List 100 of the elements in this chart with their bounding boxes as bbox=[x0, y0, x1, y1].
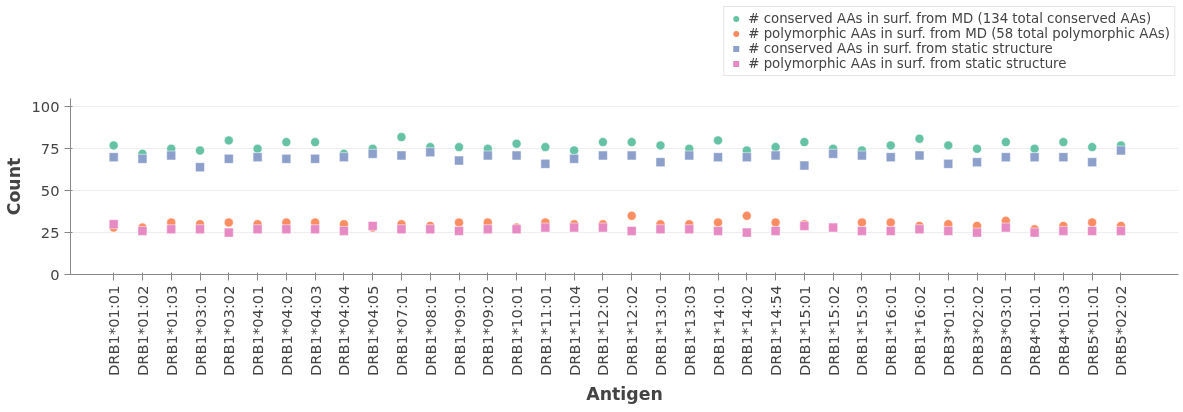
point bbox=[540, 159, 551, 169]
point bbox=[1087, 157, 1097, 167]
legend-label: # polymorphic AAs in surf. from static structure bbox=[748, 56, 1067, 71]
x-axis-title: Antigen bbox=[586, 383, 663, 404]
x-tick-label: DRB1*01:01 bbox=[105, 285, 123, 376]
point bbox=[224, 227, 234, 238]
point bbox=[943, 140, 954, 151]
x-tick-label: DRB3*01:01 bbox=[939, 285, 957, 376]
point bbox=[396, 224, 407, 234]
point bbox=[1001, 152, 1011, 162]
y-tick-label: 50 bbox=[40, 181, 60, 199]
point bbox=[742, 211, 752, 221]
point bbox=[310, 154, 320, 164]
point bbox=[742, 152, 752, 162]
x-tick-label: DRB1*11:04 bbox=[565, 285, 583, 376]
y-tick-label: 25 bbox=[40, 223, 60, 241]
point bbox=[108, 219, 119, 229]
point bbox=[1058, 226, 1069, 236]
point bbox=[195, 224, 205, 234]
point bbox=[454, 142, 464, 152]
point bbox=[396, 132, 407, 142]
point bbox=[281, 154, 292, 164]
x-tick-label: DRB1*13:03 bbox=[680, 285, 698, 376]
point bbox=[598, 137, 608, 147]
point bbox=[454, 217, 464, 228]
x-tick-label: DRB5*01:01 bbox=[1083, 285, 1101, 376]
x-tick-label: DRB1*07:01 bbox=[392, 285, 410, 376]
point bbox=[483, 150, 493, 161]
point bbox=[972, 157, 982, 167]
point bbox=[885, 140, 896, 151]
point bbox=[1116, 145, 1126, 156]
x-tick-label: DRB1*04:03 bbox=[306, 285, 324, 376]
point bbox=[828, 149, 838, 159]
point bbox=[770, 142, 781, 152]
point bbox=[166, 224, 176, 234]
point bbox=[483, 224, 493, 234]
point bbox=[684, 224, 694, 234]
point bbox=[569, 154, 579, 164]
point bbox=[281, 224, 292, 234]
point bbox=[540, 142, 551, 152]
y-tick-label: 75 bbox=[40, 139, 60, 157]
x-tick-label: DRB1*03:02 bbox=[220, 285, 238, 376]
x-tick-label: DRB1*04:05 bbox=[364, 285, 382, 376]
point bbox=[799, 160, 810, 171]
x-tick-label: DRB1*03:01 bbox=[191, 285, 209, 376]
point bbox=[914, 150, 925, 161]
point bbox=[713, 217, 723, 228]
point bbox=[770, 226, 781, 236]
point bbox=[799, 137, 810, 147]
point bbox=[885, 226, 896, 236]
x-tick-label: DRB1*01:03 bbox=[162, 285, 180, 376]
y-tick-label: 100 bbox=[31, 97, 60, 115]
point bbox=[885, 217, 896, 228]
point bbox=[885, 152, 896, 162]
point bbox=[425, 147, 435, 157]
point bbox=[1087, 226, 1097, 236]
point bbox=[1116, 226, 1126, 236]
x-tick-label: DRB1*13:01 bbox=[651, 285, 669, 376]
point bbox=[857, 217, 867, 228]
legend-label: # polymorphic AAs in surf. from MD (58 total polymorphic AAs) bbox=[748, 26, 1170, 41]
point bbox=[195, 145, 205, 156]
x-tick-label: DRB1*14:01 bbox=[709, 285, 727, 376]
point bbox=[108, 152, 119, 162]
point bbox=[540, 222, 551, 233]
point bbox=[454, 155, 464, 166]
x-tick-label: DRB1*01:02 bbox=[133, 285, 151, 376]
point bbox=[742, 227, 752, 238]
x-tick-label: DRB3*03:01 bbox=[997, 285, 1015, 376]
point bbox=[511, 150, 522, 161]
point bbox=[1029, 144, 1040, 154]
point bbox=[626, 150, 637, 161]
point bbox=[195, 162, 205, 172]
point bbox=[224, 135, 234, 146]
point bbox=[857, 150, 867, 161]
point bbox=[626, 137, 637, 147]
x-tick-label: DRB1*04:01 bbox=[249, 285, 267, 376]
x-tick-label: DRB1*15:01 bbox=[795, 285, 813, 376]
x-tick-label: DRB4*01:03 bbox=[1054, 285, 1072, 376]
point bbox=[972, 144, 982, 154]
point bbox=[310, 137, 320, 147]
x-tick-label: DRB1*14:54 bbox=[767, 285, 785, 376]
point bbox=[1001, 137, 1011, 147]
point bbox=[252, 152, 263, 162]
legend-label: # conserved AAs in surf. from static structure bbox=[748, 41, 1053, 56]
point bbox=[224, 217, 234, 228]
point bbox=[713, 152, 723, 162]
point bbox=[1087, 142, 1097, 152]
point bbox=[972, 227, 982, 238]
x-tick-label: DRB1*12:01 bbox=[594, 285, 612, 376]
point bbox=[598, 150, 608, 161]
point bbox=[310, 224, 320, 234]
point bbox=[339, 226, 349, 236]
point bbox=[684, 150, 694, 161]
x-tick-label: DRB3*02:02 bbox=[968, 285, 986, 376]
point bbox=[655, 224, 666, 234]
point bbox=[367, 149, 378, 159]
point bbox=[252, 224, 263, 234]
x-tick-label: DRB1*16:01 bbox=[882, 285, 900, 376]
point bbox=[1058, 152, 1069, 162]
point bbox=[569, 145, 579, 156]
